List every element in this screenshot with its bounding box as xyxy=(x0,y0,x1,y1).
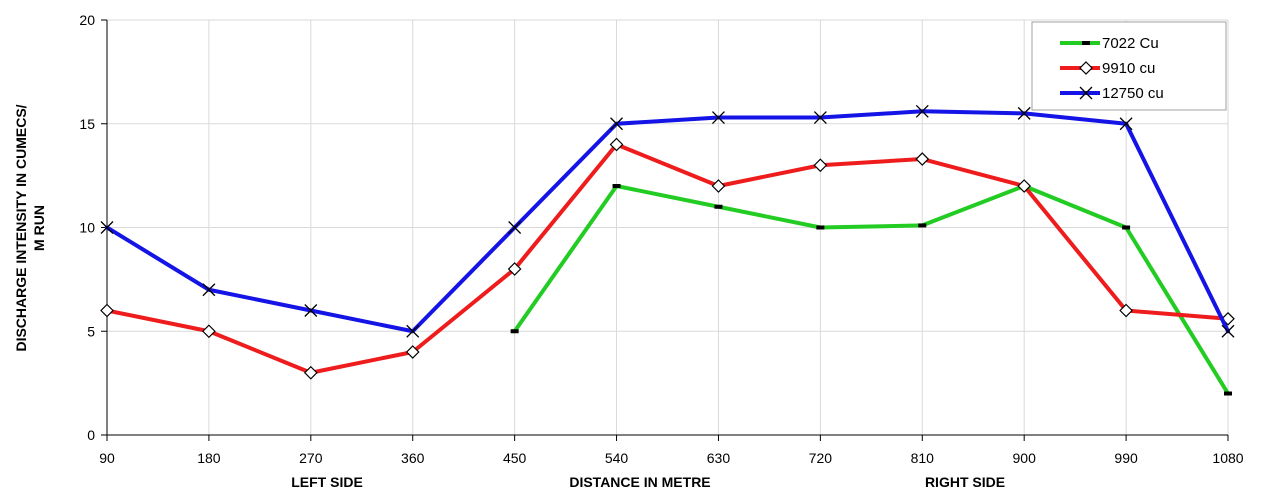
x-marker xyxy=(304,304,318,317)
y-axis-title-line-1: DISCHARGE INTENSITY IN CUMECS/ xyxy=(13,104,29,351)
x-marker xyxy=(610,117,624,131)
dash-marker xyxy=(816,225,825,230)
x-tick-label: 720 xyxy=(809,450,833,466)
diamond-marker xyxy=(100,303,114,318)
x-tick-label: 360 xyxy=(401,450,425,466)
x-tick-label: 810 xyxy=(911,450,935,466)
diamond-marker xyxy=(609,137,624,152)
x-marker xyxy=(915,104,929,118)
diamond-marker xyxy=(405,345,420,359)
x-marker xyxy=(1017,106,1031,120)
diamond-marker xyxy=(813,158,828,173)
x-marker xyxy=(711,111,725,124)
axes-layer: 0 5 10 15 20 90 180 270 360 450 540 630 720 810 900 990… xyxy=(79,12,1243,466)
x-tick-label: 180 xyxy=(197,450,221,466)
series-layer xyxy=(100,104,1235,396)
x-marker xyxy=(508,221,522,234)
y-axis-title-line-2: M RUN xyxy=(31,205,47,251)
diamond-marker xyxy=(915,152,930,166)
diamond-marker xyxy=(1119,303,1133,318)
x-marker xyxy=(1079,86,1093,100)
dash-marker xyxy=(1122,225,1131,230)
dash-marker xyxy=(1224,391,1232,396)
legend: 7022 Cu 9910 cu 12750 cu xyxy=(1031,21,1227,111)
series-line-2 xyxy=(105,109,1230,334)
x-tick-label: 450 xyxy=(503,450,527,466)
x-tick-label: 630 xyxy=(707,450,731,466)
legend-label-2: 12750 cu xyxy=(1102,85,1164,102)
x-tick-label: 270 xyxy=(299,450,323,466)
series-line-1 xyxy=(105,142,1230,375)
diamond-marker xyxy=(1079,61,1093,75)
diamond-marker xyxy=(202,324,216,339)
y-tick-label: 20 xyxy=(79,12,95,28)
diamond-marker xyxy=(303,365,318,380)
x-axis-title: DISTANCE IN METRE xyxy=(569,474,710,490)
dash-marker xyxy=(714,204,723,209)
x-marker xyxy=(406,324,420,338)
diamond-marker xyxy=(711,179,726,193)
legend-label-1: 9910 cu xyxy=(1102,60,1155,77)
right-side-label: RIGHT SIDE xyxy=(925,474,1005,490)
x-tick-label: 990 xyxy=(1114,450,1138,466)
x-tick-label: 900 xyxy=(1013,450,1037,466)
labels-layer: DISTANCE IN METRE LEFT SIDE RIGHT SIDE D… xyxy=(13,104,1005,490)
x-marker xyxy=(202,283,216,297)
y-tick-label: 10 xyxy=(79,220,95,236)
x-marker xyxy=(1221,324,1235,338)
x-tick-label: 1080 xyxy=(1212,450,1243,466)
x-tick-label: 540 xyxy=(605,450,629,466)
dash-marker xyxy=(918,223,927,228)
y-tick-label: 15 xyxy=(79,116,95,132)
y-tick-label: 5 xyxy=(87,323,95,339)
diamond-marker xyxy=(1017,179,1032,193)
y-tick-label: 0 xyxy=(87,427,95,443)
diamond-marker xyxy=(507,262,522,276)
dash-marker xyxy=(612,184,621,188)
dash-marker xyxy=(1082,41,1090,45)
x-marker xyxy=(1119,117,1133,131)
x-tick-label: 90 xyxy=(99,450,115,466)
legend-label-0: 7022 Cu xyxy=(1102,35,1159,52)
dash-marker xyxy=(510,329,519,334)
x-marker xyxy=(100,221,114,234)
x-marker xyxy=(813,111,827,124)
series-line-0 xyxy=(512,184,1230,396)
left-side-label: LEFT SIDE xyxy=(291,474,363,490)
